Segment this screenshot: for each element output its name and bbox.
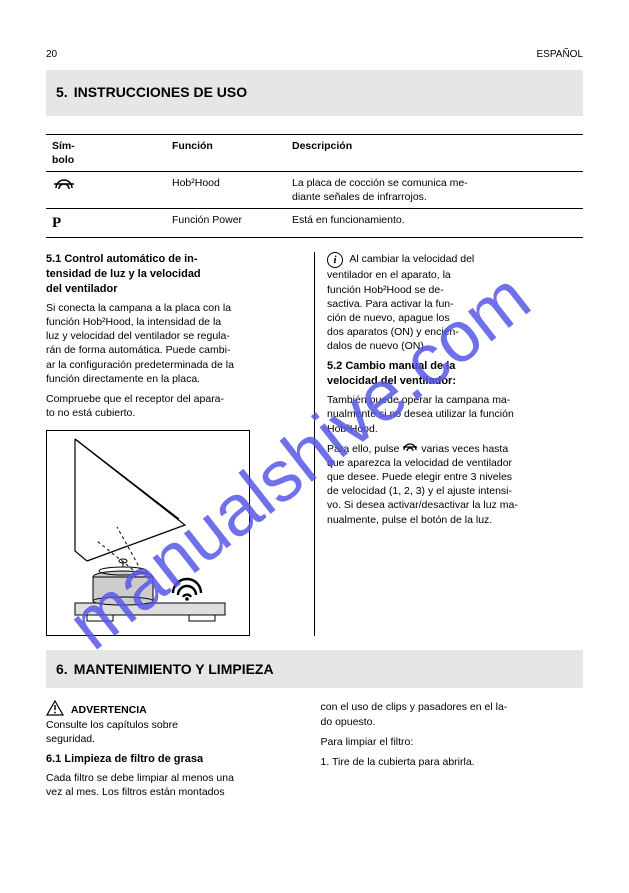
list-item-1: 1. Tire de la cubierta para abrirla.: [321, 755, 584, 769]
right-column: i Al cambiar la velocidad del ventilador…: [327, 252, 583, 636]
warning-icon: [46, 700, 64, 716]
language-label: ESPAÑOL: [537, 48, 584, 62]
th-function: Función: [166, 134, 286, 171]
cell-symbol-hob2hood: [46, 171, 166, 208]
symbols-table: Sím‐ bolo Función Descripción Hob²Hood: [46, 134, 583, 239]
info-text: Al cambiar la velocidad del ventilador e…: [327, 253, 474, 352]
bottom-right-column: con el uso de clips y pasadores en el la…: [321, 700, 584, 805]
warning-label: ADVERTENCIA: [71, 704, 147, 716]
section-5-title: INSTRUCCIONES DE USO: [74, 83, 247, 102]
page-number: 20: [46, 48, 57, 62]
section-5-number: 5.: [56, 83, 74, 102]
warning-block: ADVERTENCIA Consulte los capítulos sobre…: [46, 700, 309, 746]
wifi-icon: [402, 442, 418, 454]
para-6-1-3: Para limpiar el filtro:: [321, 735, 584, 749]
column-divider: [314, 252, 315, 636]
para-5-2-2: Para ello, pulse varias veces hasta que …: [327, 442, 583, 527]
warning-text: Consulte los capítulos sobre seguridad.: [46, 719, 178, 745]
subsection-6-1-title: 6.1 Limpieza de filtro de grasa: [46, 752, 309, 767]
section-5-header: 5. INSTRUCCIONES DE USO: [46, 70, 583, 116]
table-row: Hob²Hood La placa de cocción se comunica…: [46, 171, 583, 208]
cell-symbol-power: P: [46, 209, 166, 238]
hood-hob-diagram: [46, 430, 250, 636]
cell-func-power: Función Power: [166, 209, 286, 238]
para-6-1-1: Cada filtro se debe limpiar al menos una…: [46, 771, 309, 799]
cell-desc-hob2hood: La placa de cocción se comunica me‐ dian…: [286, 171, 583, 208]
para-5-1-1: Si conecta la campana a la placa con la …: [46, 301, 302, 386]
para-6-1-2: con el uso de clips y pasadores en el la…: [321, 700, 584, 728]
section-6-header: 6. MANTENIMIENTO Y LIMPIEZA: [46, 650, 583, 688]
cell-func-hob2hood: Hob²Hood: [166, 171, 286, 208]
section-6-number: 6.: [56, 660, 74, 679]
cell-desc-power: Está en funcionamiento.: [286, 209, 583, 238]
table-row: P Función Power Está en funcionamiento.: [46, 209, 583, 238]
left-column: 5.1 Control automático de in‐ tensidad d…: [46, 252, 302, 636]
bottom-left-column: ADVERTENCIA Consulte los capítulos sobre…: [46, 700, 309, 805]
subsection-5-2-title: 5.2 Cambio manual de la velocidad del ve…: [327, 359, 583, 389]
section-6-title: MANTENIMIENTO Y LIMPIEZA: [74, 660, 274, 679]
para-5-2-1: También puede operar la campana ma‐ nual…: [327, 393, 583, 436]
wifi-icon: [52, 176, 76, 192]
subsection-5-1-title: 5.1 Control automático de in‐ tensidad d…: [46, 252, 302, 297]
info-icon: i: [327, 252, 343, 268]
para-5-1-2: Compruebe que el receptor del apara‐ to …: [46, 392, 302, 420]
th-symbol: Sím‐ bolo: [46, 134, 166, 171]
th-description: Descripción: [286, 134, 583, 171]
info-note: i Al cambiar la velocidad del ventilador…: [327, 252, 583, 353]
